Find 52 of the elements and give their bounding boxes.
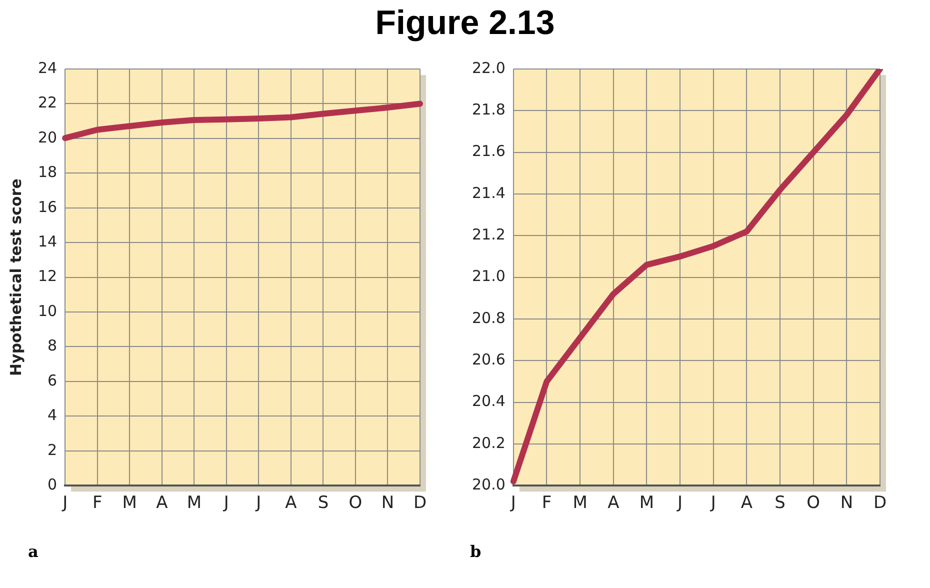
x-tick-label: A	[156, 493, 168, 514]
y-tick-label: 18	[38, 163, 58, 182]
x-tick-label: F	[542, 493, 552, 514]
x-tick-label: O	[348, 493, 362, 514]
x-tick-label: A	[285, 493, 298, 514]
y-tick-label: 20.4	[472, 392, 506, 410]
y-tick-label: 2	[48, 440, 58, 459]
x-tick-label: N	[381, 493, 394, 514]
y-tick-label: 20.6	[472, 350, 506, 369]
x-tick-label: J	[710, 493, 716, 514]
x-tick-label: J	[510, 493, 516, 514]
x-tick-label: M	[122, 493, 137, 514]
y-tick-label: 22	[38, 94, 58, 112]
y-tick-label: 20.2	[472, 434, 506, 452]
y-tick-label: 0	[48, 475, 58, 494]
y-tick-label: 12	[38, 267, 58, 286]
y-tick-label: 21.4	[472, 184, 506, 202]
y-tick-label: 21.0	[472, 267, 506, 286]
x-tick-label: M	[639, 493, 654, 514]
y-tick-label: 21.6	[472, 142, 506, 160]
y-tick-label: 20.0	[472, 475, 506, 494]
x-tick-label: N	[840, 493, 854, 514]
y-tick-label: 10	[38, 302, 58, 320]
y-axis-title: Hypothetical test score	[6, 178, 25, 376]
text: a	[28, 542, 38, 561]
y-tick-label: 22.0	[472, 58, 506, 77]
x-tick-label: A	[740, 493, 753, 514]
x-tick-label: J	[222, 493, 229, 514]
y-tick-label: 21.2	[472, 226, 506, 244]
x-tick-label: S	[774, 493, 786, 514]
x-tick-label: F	[92, 493, 102, 514]
y-tick-label: 16	[38, 198, 58, 216]
y-tick-label: 6	[48, 371, 58, 390]
x-tick-label: O	[806, 493, 820, 514]
x-tick-label: J	[676, 493, 683, 514]
x-tick-label: M	[186, 493, 202, 514]
x-tick-label: D	[873, 493, 887, 514]
y-tick-label: 21.8	[472, 100, 506, 119]
y-tick-label: 20.8	[472, 308, 506, 327]
y-tick-label: 4	[48, 406, 58, 424]
text: b	[470, 542, 482, 561]
x-tick-label: J	[62, 493, 68, 514]
x-tick-label: A	[608, 493, 620, 514]
x-tick-label: J	[255, 493, 262, 514]
x-tick-label: S	[318, 493, 329, 514]
y-tick-label: 24	[38, 58, 58, 77]
x-tick-label: M	[572, 493, 588, 514]
x-tick-label: D	[413, 493, 427, 514]
chart-title: Figure 2.13	[374, 4, 556, 43]
y-tick-label: 14	[38, 232, 58, 250]
y-tick-label: 8	[48, 336, 58, 355]
y-tick-label: 20	[38, 128, 58, 146]
